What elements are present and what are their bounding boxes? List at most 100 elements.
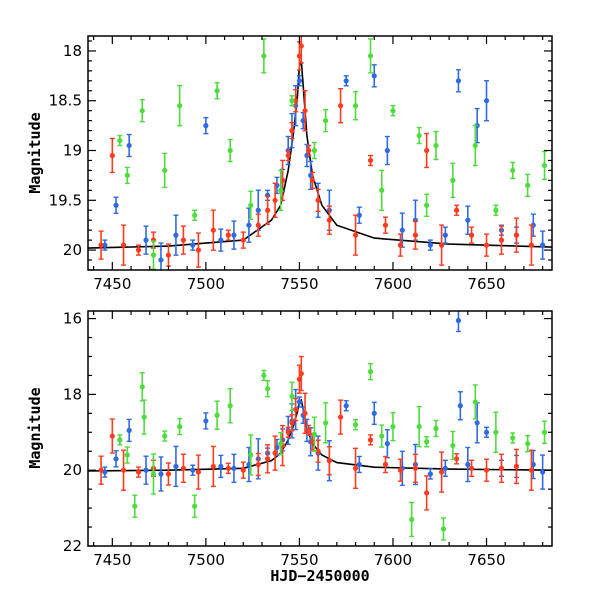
bottom-point	[109, 418, 115, 454]
top-point	[165, 243, 172, 267]
top-point	[265, 195, 271, 225]
bottom-point	[135, 466, 142, 478]
top-point	[162, 152, 168, 189]
bottom-point	[343, 400, 349, 412]
top-point	[139, 98, 145, 123]
top-point	[126, 133, 132, 158]
top-point	[248, 190, 254, 220]
bottom-point	[439, 451, 445, 493]
top-point	[450, 162, 456, 199]
top-point	[227, 138, 233, 163]
top-point	[214, 82, 220, 100]
top-point	[343, 75, 349, 87]
bottom-point	[132, 494, 138, 518]
bottom-point	[513, 448, 520, 485]
bottom-point	[412, 453, 419, 483]
top-ticks: 7450 7500 7550 7600 7650 18 18.5 19 19.5 20	[49, 36, 552, 293]
bottom-point	[483, 458, 490, 482]
bottom-point	[227, 388, 233, 424]
bottom-point	[126, 418, 132, 443]
bottom-point	[390, 411, 396, 442]
top-point	[367, 38, 374, 74]
bottom-point	[261, 369, 267, 382]
bottom-point	[177, 417, 183, 436]
top-point	[98, 230, 104, 260]
bottom-x-tick-label: 7550	[280, 551, 318, 569]
bottom-point	[337, 399, 344, 435]
bottom-point	[352, 447, 359, 489]
bottom-point	[289, 381, 295, 411]
bottom-ticks: 7450 7500 7550 7600 7650 16 18 20 22	[63, 310, 552, 569]
top-x-tick-label: 7550	[280, 275, 318, 293]
top-point	[135, 244, 142, 256]
bottom-point	[510, 432, 516, 444]
top-point	[311, 141, 317, 160]
top-point	[158, 242, 164, 270]
bottom-point	[302, 392, 308, 435]
top-point	[424, 132, 430, 169]
top-point	[180, 225, 187, 255]
top-point	[173, 214, 179, 256]
bottom-point	[323, 402, 329, 444]
bottom-data-points	[98, 311, 548, 541]
top-point	[177, 85, 183, 127]
bottom-point	[214, 400, 220, 430]
top-point	[231, 220, 237, 250]
top-point	[298, 36, 304, 64]
top-point	[203, 116, 209, 135]
top-panel: 7450 7500 7550 7600 7650 18 18.5 19 19.5 20 Magni…	[26, 35, 553, 293]
top-point	[302, 89, 308, 132]
top-point	[384, 135, 390, 166]
bottom-point	[210, 445, 216, 488]
top-point	[483, 80, 490, 122]
top-point	[218, 228, 224, 252]
top-point	[192, 209, 198, 221]
top-point	[210, 209, 216, 251]
top-point	[306, 144, 312, 157]
top-point	[261, 38, 267, 74]
bottom-point	[192, 494, 198, 518]
top-point	[382, 216, 389, 234]
top-point	[412, 220, 419, 250]
top-point	[308, 160, 314, 191]
top-point	[150, 240, 157, 270]
bottom-y-tick-label: 20	[63, 461, 82, 479]
bottom-x-tick-label: 7500	[187, 551, 225, 569]
top-x-tick-label: 7500	[187, 275, 225, 293]
bottom-point	[416, 405, 422, 448]
bottom-point	[218, 454, 224, 479]
top-point	[289, 121, 295, 140]
bottom-y-tick-label: 22	[63, 537, 82, 555]
bottom-point	[231, 453, 237, 483]
top-point	[109, 137, 115, 174]
bottom-point	[483, 426, 490, 438]
bottom-x-tick-label: 7600	[374, 551, 412, 569]
top-point	[102, 239, 108, 251]
top-x-tick-label: 7650	[467, 275, 505, 293]
top-point	[453, 204, 460, 216]
top-point	[528, 224, 535, 266]
top-point	[124, 166, 130, 185]
bottom-point	[540, 454, 546, 490]
bottom-point	[203, 412, 209, 430]
x-axis-label: HJD−2450000	[270, 567, 369, 585]
top-model-line	[88, 60, 552, 249]
top-y-axis-label: Magnitude	[26, 112, 44, 193]
top-point	[309, 171, 316, 190]
bottom-point	[424, 475, 430, 511]
top-y-tick-label: 18	[63, 42, 82, 60]
top-point	[352, 214, 359, 256]
bottom-point	[371, 401, 377, 426]
top-point	[296, 75, 303, 87]
top-point	[510, 161, 516, 180]
bottom-point	[433, 419, 439, 438]
top-point	[540, 230, 546, 260]
bottom-point	[113, 450, 119, 468]
bottom-point	[382, 455, 389, 474]
bottom-point	[141, 399, 147, 435]
bottom-point	[265, 444, 271, 474]
bottom-point	[158, 456, 164, 492]
bottom-point	[240, 461, 246, 479]
top-point	[390, 104, 396, 117]
top-point	[337, 88, 344, 124]
